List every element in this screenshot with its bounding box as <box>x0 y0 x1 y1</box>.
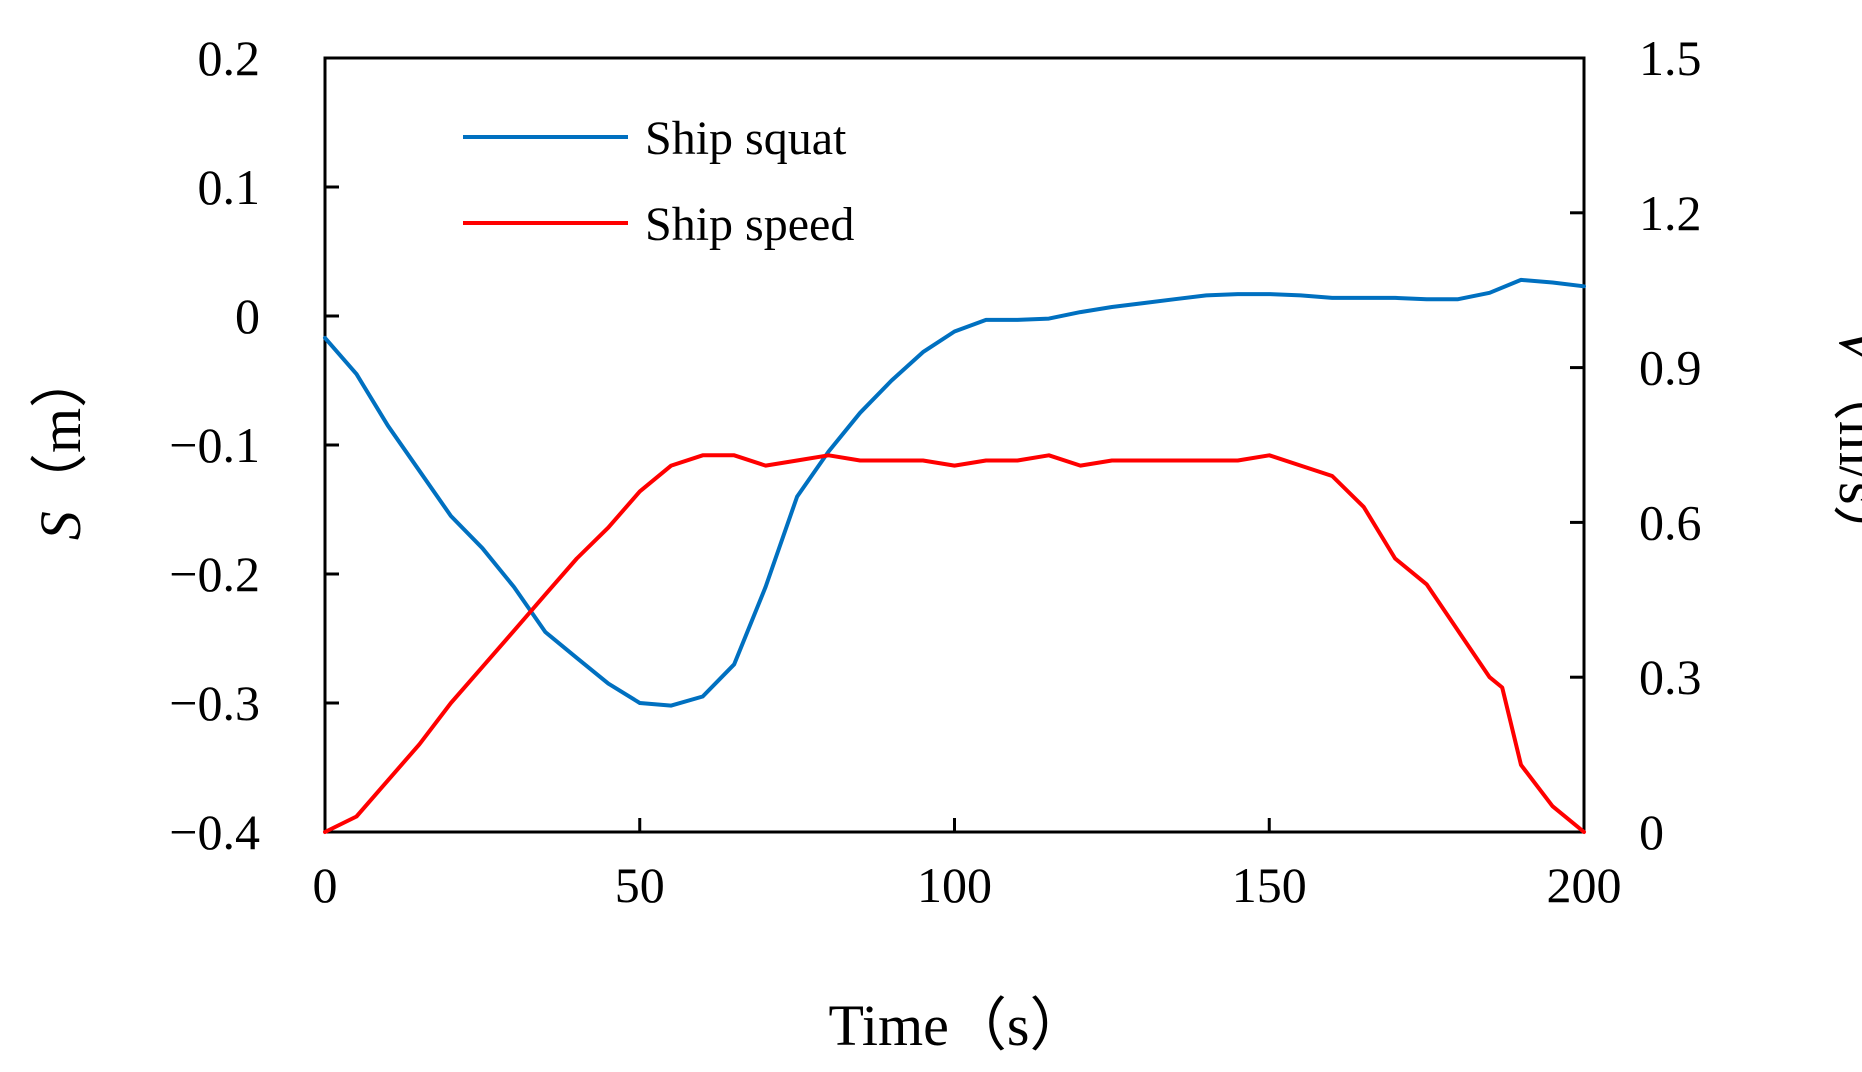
y-left-tick-label: 0.2 <box>198 30 261 86</box>
y-right-tick-label: 0.6 <box>1639 494 1702 550</box>
y-right-tick-label: 0.9 <box>1639 340 1702 396</box>
x-tick-label: 50 <box>615 857 665 913</box>
y-left-tick-label: −0.3 <box>169 675 260 731</box>
y-left-tick-label: −0.2 <box>169 546 260 602</box>
series-line-ship-squat <box>323 277 1586 708</box>
plot-frame <box>323 56 1586 834</box>
x-tick-label: 150 <box>1232 857 1307 913</box>
x-tick-label: 200 <box>1547 857 1622 913</box>
y-right-axis-title: V（m/s） <box>1827 327 1862 562</box>
y-left-tick-label: 0.1 <box>198 159 261 215</box>
x-tick-label: 0 <box>313 857 338 913</box>
y-right-tick-label: 0 <box>1639 804 1664 860</box>
y-right-axis-unit: （m/s） <box>1827 363 1862 563</box>
y-right-tick-label: 1.2 <box>1639 185 1702 241</box>
x-axis-ticks: 0 50 100 150 200 <box>313 818 1622 913</box>
y-right-tick-label: 1.5 <box>1639 30 1702 86</box>
x-tick-label: 100 <box>917 857 992 913</box>
y-right-axis-symbol: V <box>1827 327 1862 369</box>
y-left-tick-label: 0 <box>235 288 260 344</box>
series-layer <box>323 277 1586 834</box>
y-left-axis-title: S（m） <box>28 350 93 540</box>
y-left-axis-symbol: S <box>28 511 93 540</box>
x-axis-title: Time（s） <box>829 993 1088 1058</box>
y-left-axis-ticks: 0.2 0.1 0 −0.1 −0.2 −0.3 −0.4 <box>169 30 339 860</box>
legend: Ship squat Ship speed <box>463 112 854 251</box>
svg-text:V（m/s）: V（m/s） <box>1827 327 1862 562</box>
legend-label-ship-squat: Ship squat <box>645 112 847 165</box>
legend-label-ship-speed: Ship speed <box>645 198 854 251</box>
y-right-tick-label: 0.3 <box>1639 649 1702 705</box>
y-right-axis-ticks: 1.5 1.2 0.9 0.6 0.3 0 <box>1570 30 1702 860</box>
y-left-axis-unit: （m） <box>28 350 93 511</box>
series-line-ship-speed <box>323 453 1586 834</box>
y-left-tick-label: −0.1 <box>169 417 260 473</box>
svg-text:S（m）: S（m） <box>28 350 93 540</box>
y-left-tick-label: −0.4 <box>169 804 260 860</box>
